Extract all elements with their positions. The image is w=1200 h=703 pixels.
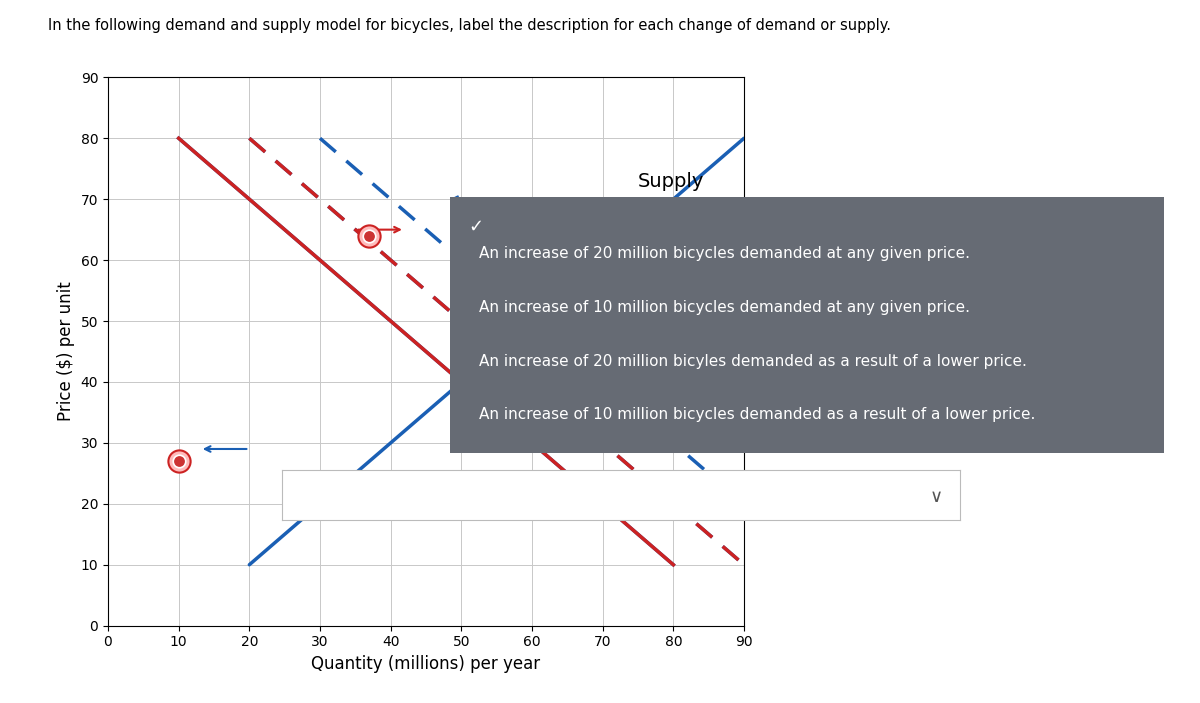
X-axis label: Quantity (millions) per year: Quantity (millions) per year [312,655,540,673]
Text: ✓: ✓ [468,217,482,236]
Text: Demand: Demand [532,410,614,429]
Text: Supply: Supply [638,172,704,191]
Text: An increase of 20 million bicyles demanded as a result of a lower price.: An increase of 20 million bicyles demand… [479,354,1026,368]
Text: An increase of 10 million bicycles demanded at any given price.: An increase of 10 million bicycles deman… [479,299,970,315]
Text: An increase of 10 million bicycles demanded as a result of a lower price.: An increase of 10 million bicycles deman… [479,408,1034,423]
Y-axis label: Price ($) per unit: Price ($) per unit [58,282,76,421]
Text: ∨: ∨ [930,489,943,506]
Text: In the following demand and supply model for bicycles, label the description for: In the following demand and supply model… [48,18,890,32]
Text: An increase of 20 million bicycles demanded at any given price.: An increase of 20 million bicycles deman… [479,246,970,261]
